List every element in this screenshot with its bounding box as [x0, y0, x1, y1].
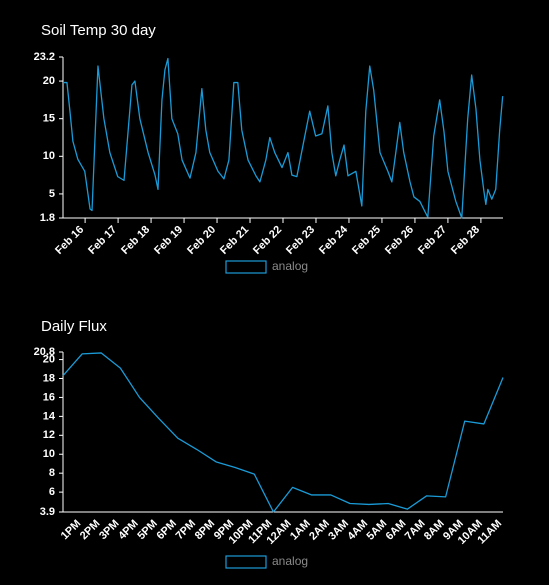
- x-tick-label: 6PM: [154, 518, 178, 542]
- data-line: [63, 57, 504, 219]
- y-tick-label: 20: [43, 353, 55, 365]
- x-tick-label: Feb 22: [251, 224, 284, 257]
- y-tick-label: 10: [43, 448, 55, 460]
- x-tick-label: 6AM: [384, 518, 409, 543]
- x-tick-label: 4PM: [116, 518, 140, 542]
- legend-swatch: [225, 555, 267, 569]
- x-tick-label: 7PM: [174, 518, 198, 542]
- x-tick-label: 3PM: [97, 518, 121, 542]
- x-tick-label: Feb 17: [86, 224, 119, 257]
- x-tick-label: 2AM: [307, 518, 332, 543]
- x-tick-label: 1PM: [59, 518, 83, 542]
- y-tick-label: 12: [43, 429, 55, 441]
- y-tick-label: 14: [43, 410, 56, 422]
- x-tick-label: 3AM: [326, 518, 351, 543]
- y-tick-label: 20.8: [34, 346, 55, 358]
- x-tick-label: Feb 26: [383, 224, 416, 257]
- y-tick-label: 3.9: [40, 506, 55, 518]
- x-tick-label: 4AM: [345, 518, 370, 543]
- y-tick-label: 23.2: [34, 51, 55, 63]
- x-tick-label: Feb 24: [317, 223, 351, 257]
- x-tick-label: Feb 16: [53, 224, 86, 257]
- y-tick-label: 5: [49, 188, 55, 200]
- y-tick-label: 10: [43, 150, 55, 162]
- x-tick-label: Feb 20: [185, 224, 218, 257]
- legend-label: analog: [272, 554, 308, 568]
- x-tick-label: Feb 18: [119, 224, 152, 257]
- x-tick-label: 8AM: [422, 518, 447, 543]
- legend-swatch: [225, 260, 267, 274]
- chart-title: Soil Temp 30 day: [41, 22, 156, 39]
- y-tick-label: 6: [49, 486, 55, 498]
- y-tick-label: 8: [49, 467, 55, 479]
- x-tick-label: 8PM: [193, 518, 217, 542]
- x-tick-label: 2PM: [78, 518, 102, 542]
- x-tick-label: Feb 23: [284, 224, 317, 257]
- x-tick-label: Feb 21: [218, 224, 251, 257]
- x-tick-label: Feb 28: [449, 224, 482, 257]
- y-tick-label: 1.8: [40, 212, 55, 224]
- chart-title: Daily Flux: [41, 318, 107, 335]
- x-tick-label: 1AM: [288, 518, 313, 543]
- y-tick-label: 20: [43, 75, 55, 87]
- y-tick-label: 15: [43, 113, 55, 125]
- x-tick-label: Feb 27: [416, 224, 449, 257]
- legend-label: analog: [272, 259, 308, 273]
- y-tick-label: 16: [43, 391, 55, 403]
- data-line: [62, 352, 504, 513]
- x-tick-label: Feb 25: [350, 224, 383, 257]
- y-tick-label: 18: [43, 372, 55, 384]
- x-tick-label: 5AM: [364, 518, 389, 543]
- x-tick-label: Feb 19: [152, 224, 185, 257]
- x-tick-label: 5PM: [135, 518, 159, 542]
- x-tick-label: 7AM: [403, 518, 428, 543]
